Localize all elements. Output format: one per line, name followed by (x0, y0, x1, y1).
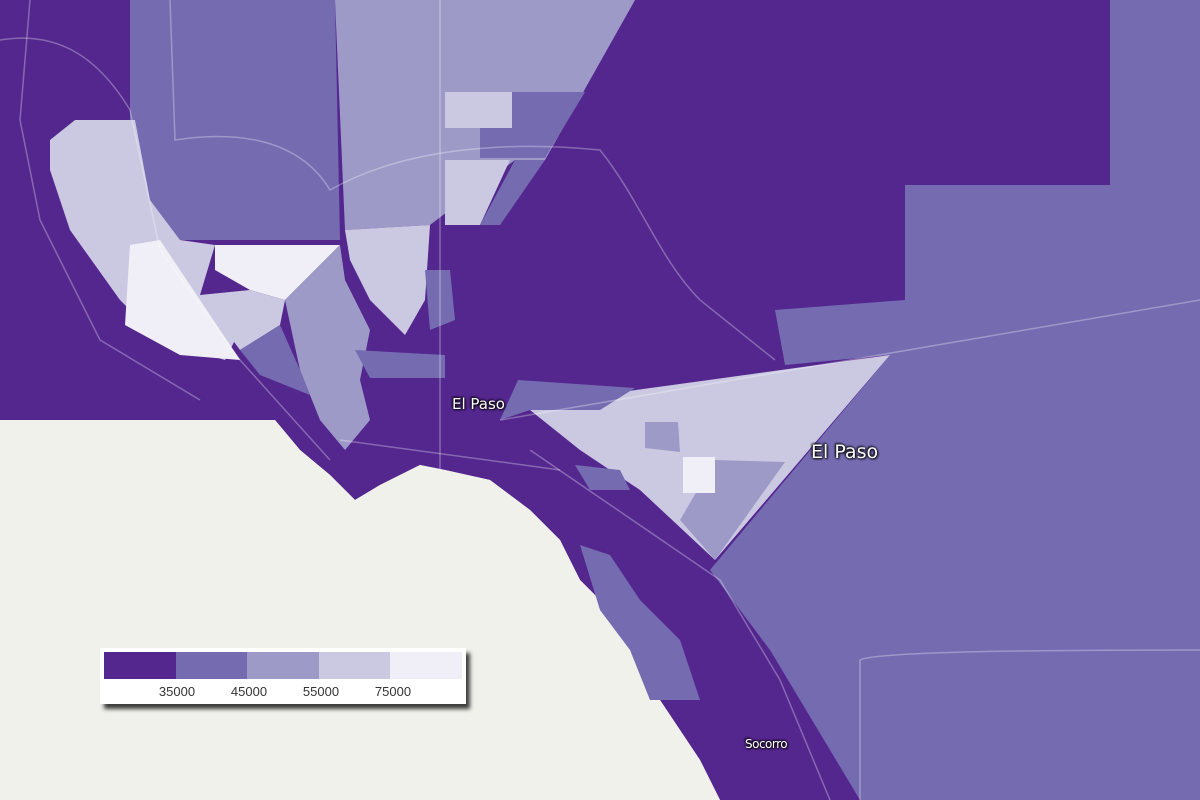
tract-north-grid-1 (445, 160, 510, 225)
mexico-area (0, 420, 720, 800)
legend-swatch-1 (104, 652, 176, 679)
tract-north-light (345, 225, 430, 335)
label-el-paso-county: El Paso (811, 441, 879, 463)
tract-north-grid-4 (480, 128, 512, 158)
legend-break-4: 75000 (374, 684, 412, 699)
tract-east-county (710, 0, 1200, 800)
tract-east-med-2 (645, 422, 680, 452)
tract-east-strip (500, 380, 635, 420)
tract-east-white (683, 457, 715, 493)
tract-coronado-light (200, 290, 285, 350)
legend-swatch-2 (175, 652, 248, 679)
tract-north-grid-3 (445, 92, 480, 128)
tract-coronado-white (215, 245, 340, 300)
tract-north-grid-2 (480, 160, 545, 225)
label-el-paso-city: El Paso (452, 395, 505, 413)
tract-north-grid-5 (512, 92, 585, 158)
tract-north-small (425, 270, 455, 330)
legend-swatch-4 (318, 652, 391, 679)
legend-swatch-3 (247, 652, 319, 679)
legend-swatch-5 (390, 652, 462, 679)
legend-break-2: 45000 (230, 684, 268, 699)
legend-break-1: 35000 (158, 684, 196, 699)
tract-north-grid-6 (480, 92, 512, 128)
legend-color-bar (104, 652, 462, 679)
legend-break-3: 55000 (302, 684, 340, 699)
tract-mid-west-2 (240, 325, 310, 395)
label-socorro: Socorro (745, 737, 788, 751)
tract-northwest (130, 0, 340, 240)
legend: 35000 45000 55000 75000 (100, 648, 466, 704)
tract-central-mid (355, 350, 445, 378)
tract-westside-white (125, 240, 240, 360)
tract-mid-west (285, 245, 370, 450)
tract-lower-valley (580, 545, 700, 700)
tract-lower-valley-2 (575, 465, 630, 490)
